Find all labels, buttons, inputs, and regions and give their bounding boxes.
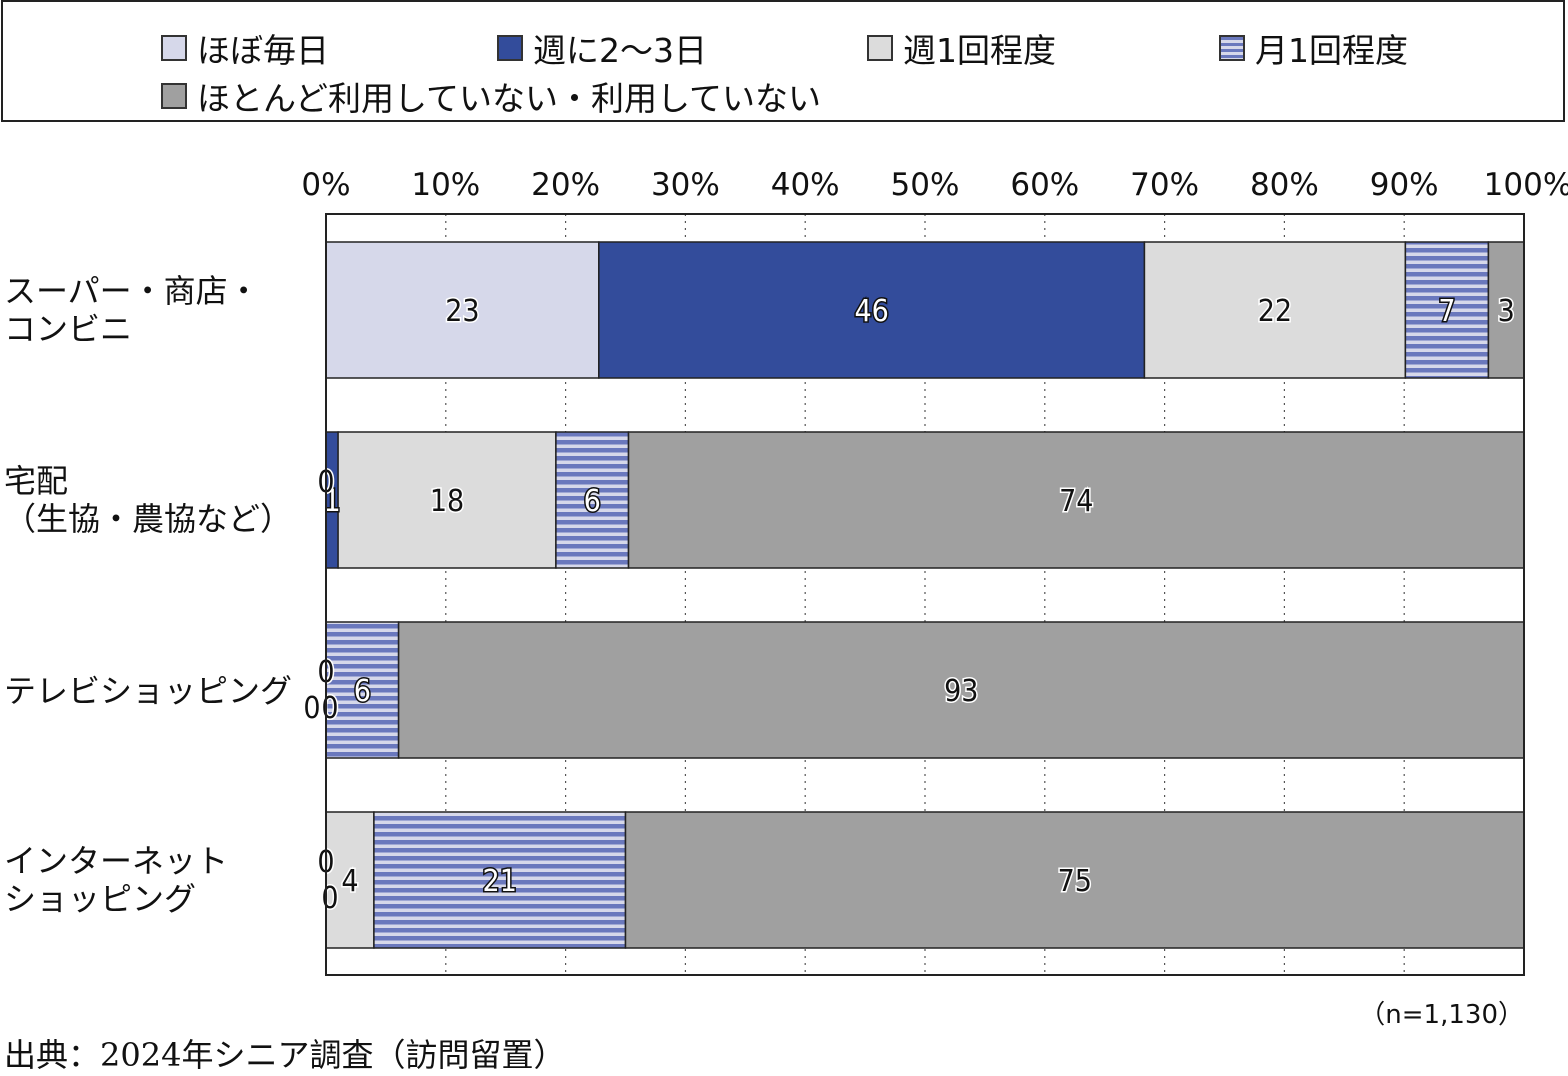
bar-segment [1404, 241, 1490, 379]
x-tick-label: 90% [1370, 167, 1439, 203]
data-label: 4 [341, 864, 358, 899]
data-label: 22 [1258, 294, 1292, 329]
legend-label-rarely: ほとんど利用していない・利用していない [197, 79, 822, 118]
x-tick-label: 10% [411, 167, 480, 203]
data-label: 74 [1059, 484, 1093, 519]
legend: ほぼ毎日 週に2～3日 週1回程度 月1回程度 ほとんど利用していない・利用して… [1, 0, 1565, 122]
data-label-zero: 0 [303, 691, 320, 726]
legend-item-2-3-days: 週に2～3日 [497, 24, 707, 72]
data-label: 1 [323, 484, 340, 519]
data-label: 46 [854, 294, 888, 329]
legend-label-daily: ほぼ毎日 [197, 31, 329, 70]
source-note: 出典：2024年シニア調査（訪問留置） [4, 1036, 566, 1074]
bar-segment [1143, 241, 1407, 379]
x-tick-label: 20% [531, 167, 600, 203]
bar-segment [373, 811, 627, 949]
x-tick-label: 0% [301, 167, 350, 203]
x-tick-label: 50% [891, 167, 960, 203]
sample-size-note: （n=1,130） [1359, 1000, 1524, 1030]
bar-segment [325, 621, 400, 759]
legend-label-monthly: 月1回程度 [1255, 31, 1408, 70]
data-label: 6 [584, 484, 601, 519]
bar-segment [627, 431, 1525, 569]
bar-segment [337, 431, 557, 569]
x-tick-label: 40% [771, 167, 840, 203]
data-label: 93 [944, 674, 978, 709]
data-label: 6 [354, 674, 371, 709]
x-tick-label: 60% [1010, 167, 1079, 203]
data-label: 75 [1058, 864, 1092, 899]
x-tick-label: 30% [651, 167, 720, 203]
legend-swatch-daily [161, 35, 187, 61]
legend-item-weekly: 週1回程度 [867, 24, 1056, 72]
bar-segment [555, 431, 630, 569]
legend-label-weekly: 週1回程度 [903, 31, 1056, 70]
bar-segment [325, 241, 600, 379]
legend-swatch-monthly [1219, 35, 1245, 61]
legend-item-monthly: 月1回程度 [1219, 24, 1408, 72]
data-label-zero: 0 [321, 691, 338, 726]
bar-segment [598, 241, 1146, 379]
data-label: 18 [430, 484, 464, 519]
x-tick-label: 100% [1484, 167, 1568, 203]
data-label: 3 [1498, 294, 1515, 329]
legend-item-daily: ほぼ毎日 [161, 24, 329, 72]
legend-swatch-rarely [161, 83, 187, 109]
category-label-tv-shopping: テレビショッピング [4, 672, 293, 710]
category-label-supermarket: スーパー・商店・ コンビニ [4, 272, 260, 348]
legend-swatch-weekly [867, 35, 893, 61]
data-label: 23 [445, 294, 479, 329]
bars [325, 241, 1525, 949]
data-label: 21 [483, 864, 517, 899]
x-tick-label: 80% [1250, 167, 1319, 203]
plot-frame [325, 213, 1525, 976]
legend-item-rarely: ほとんど利用していない・利用していない [161, 72, 821, 120]
x-tick-label: 70% [1130, 167, 1199, 203]
data-label: 7 [1438, 294, 1455, 329]
legend-swatch-2-3-days [497, 35, 523, 61]
legend-label-2-3-days: 週に2～3日 [533, 31, 707, 70]
x-axis-ticks: 0% 10% 20% 30% 40% 50% 60% 70% 80% 90% 100% [301, 167, 1568, 203]
category-label-home-delivery: 宅配 （生協・農協など） [4, 462, 293, 538]
category-label-internet-shopping: インターネット ショッピング [4, 842, 229, 918]
data-label-zero: 0 [321, 881, 338, 916]
